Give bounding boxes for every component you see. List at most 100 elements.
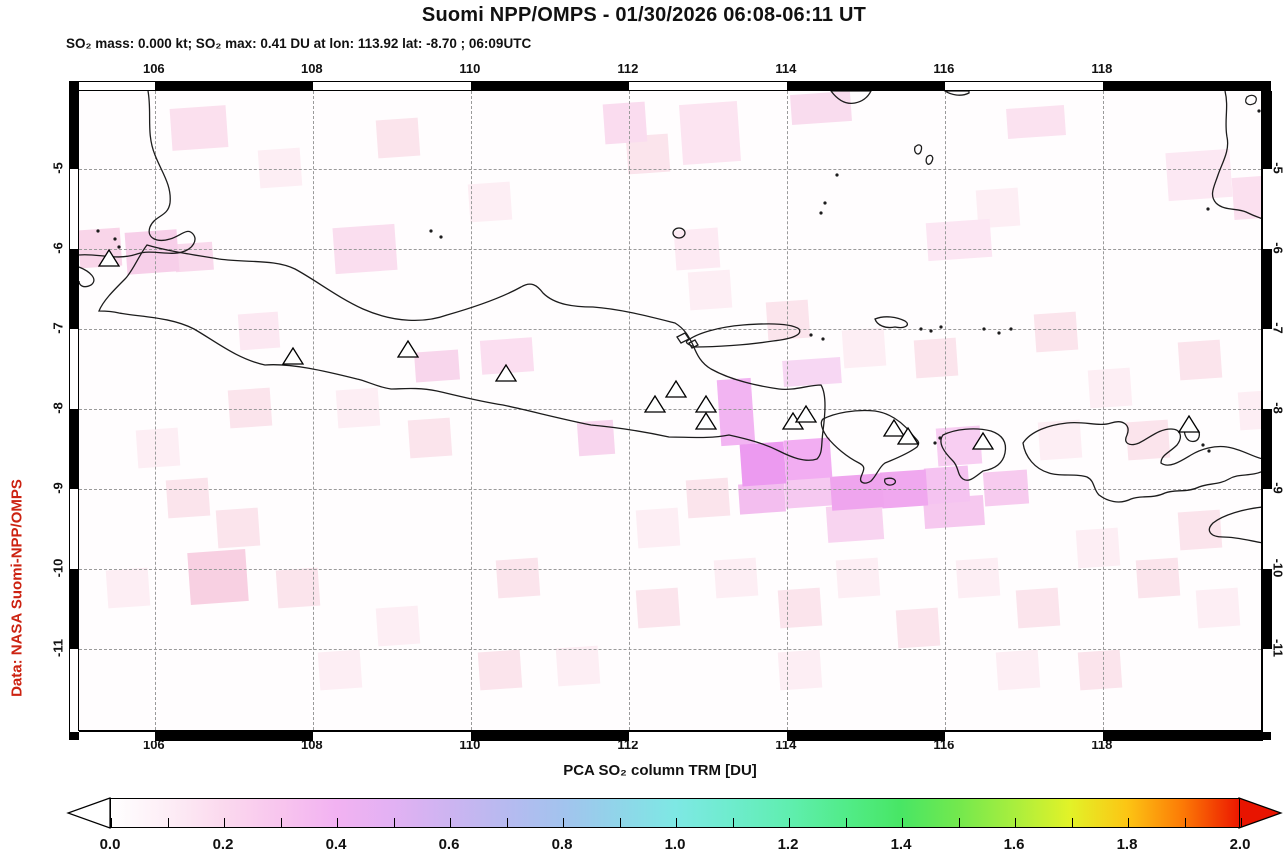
colorbar-minor-tick (902, 818, 903, 827)
colorbar-tick-label: 0.8 (551, 836, 573, 853)
lon-tick-top: 114 (775, 61, 797, 76)
volcano-rinjani-marker (971, 431, 995, 450)
volcano-krakatau-marker (97, 248, 121, 267)
coastline-path (1208, 506, 1261, 544)
colorbar-minor-tick (845, 818, 847, 827)
lon-tick-top: 106 (142, 61, 165, 76)
colorbar-tick-label: 1.8 (1116, 836, 1138, 853)
colorbar-minor-tick (619, 818, 621, 827)
volcano-west-java-marker (281, 346, 305, 365)
island-dot (823, 201, 827, 205)
zebra-black-segment (1263, 568, 1272, 649)
lat-tick-left: -5 (50, 161, 66, 174)
island-dot (113, 237, 117, 241)
colorbar-minor-tick (224, 818, 225, 827)
zebra-black-segment (1263, 248, 1272, 329)
coastline-path (1022, 421, 1261, 503)
lon-gridline (312, 91, 314, 730)
island-dot (96, 229, 100, 233)
island-dot (929, 329, 933, 333)
coastline-path (672, 227, 686, 239)
coastline-path (884, 477, 897, 486)
island-dot (835, 173, 839, 177)
coastline-path (820, 409, 920, 484)
volcano-bromo-marker (694, 394, 718, 413)
zebra-black-segment (786, 732, 945, 741)
zebra-bottom (79, 732, 1263, 741)
zebra-black-segment (70, 248, 79, 329)
figure-title: Suomi NPP/OMPS - 01/30/2026 06:08-06:11 … (421, 4, 867, 26)
coastline-path (874, 316, 909, 329)
lat-tick-left: -10 (50, 558, 66, 577)
colorbar-tick-label: 2.0 (1229, 836, 1251, 853)
data-credit-label: Data: NASA Suomi-NPP/OMPS (8, 479, 26, 697)
lat-gridline (79, 648, 1261, 650)
island-dot (939, 325, 943, 329)
colorbar-axis-label: PCA SO₂ column TRM [DU] (563, 762, 757, 779)
colorbar-gradient (110, 798, 1242, 828)
island-dot (117, 245, 121, 249)
lon-gridline (154, 91, 156, 730)
lat-gridline (79, 328, 1261, 330)
colorbar-minor-tick (450, 818, 451, 827)
island-dot (819, 211, 823, 215)
lat-gridline (79, 248, 1261, 250)
zebra-black-segment (1102, 732, 1263, 741)
colorbar-minor-tick (337, 818, 338, 827)
lat-tick-left: -7 (50, 321, 66, 334)
island-dot (1207, 449, 1211, 453)
zebra-black-segment (1263, 408, 1272, 489)
colorbar-tick-label: 0.2 (212, 836, 234, 853)
colorbar-tick-label: 1.0 (664, 836, 686, 853)
lon-tick-top: 108 (300, 61, 323, 76)
zebra-black-segment (70, 408, 79, 489)
island-dot (933, 441, 937, 445)
island-dot (919, 327, 923, 331)
island-dot (938, 436, 942, 440)
colorbar-minor-tick (506, 818, 508, 827)
colorbar-tick-label: 1.6 (1003, 836, 1025, 853)
coastline-path (79, 91, 196, 258)
coastline-path (98, 244, 826, 461)
lat-gridline (79, 488, 1261, 490)
lon-tick-top: 118 (1091, 61, 1113, 76)
zebra-black-segment (154, 82, 313, 91)
island-dot (1009, 327, 1013, 331)
coastline-layer (79, 91, 1261, 544)
zebra-black-segment (1102, 82, 1263, 91)
coastline-path (913, 144, 923, 155)
lat-gridline (79, 568, 1261, 570)
zebra-black-segment (786, 82, 945, 91)
so2-stats-annotation: SO₂ mass: 0.000 kt; SO₂ max: 0.41 DU at … (66, 36, 532, 51)
lon-gridline (944, 91, 946, 730)
lon-tick-top: 116 (933, 61, 955, 76)
island-dot (1201, 443, 1205, 447)
colorbar-minor-tick (280, 818, 282, 827)
zebra-black-segment (470, 732, 629, 741)
lat-tick-left: -6 (50, 241, 66, 254)
zebra-black-segment (154, 732, 313, 741)
coastline-path (925, 154, 934, 165)
volcano-ijen-marker (794, 404, 818, 423)
colorbar-minor-tick (1015, 818, 1016, 827)
volcano-agung-marker (896, 426, 920, 445)
zebra-black-segment (1263, 91, 1272, 169)
coastline-path (943, 91, 970, 96)
coastline-path (676, 332, 690, 344)
lat-tick-right: -6 (1270, 241, 1286, 254)
colorbar-minor-tick (732, 818, 734, 827)
island-dot (821, 337, 825, 341)
colorbar-tick-label: 1.2 (777, 836, 799, 853)
colorbar-minor-tick (1184, 818, 1186, 827)
colorbar-minor-tick (958, 818, 960, 827)
colorbar-minor-tick (563, 818, 564, 827)
volcano-slamet-marker (396, 339, 420, 358)
volcano-merapi-marker (494, 363, 518, 382)
lat-tick-right: -11 (1270, 638, 1286, 657)
island-dot (809, 333, 813, 337)
zebra-left (70, 91, 79, 732)
map-plot-area (78, 90, 1262, 731)
lat-gridline (79, 408, 1261, 410)
volcano-arjuno-marker (664, 379, 688, 398)
